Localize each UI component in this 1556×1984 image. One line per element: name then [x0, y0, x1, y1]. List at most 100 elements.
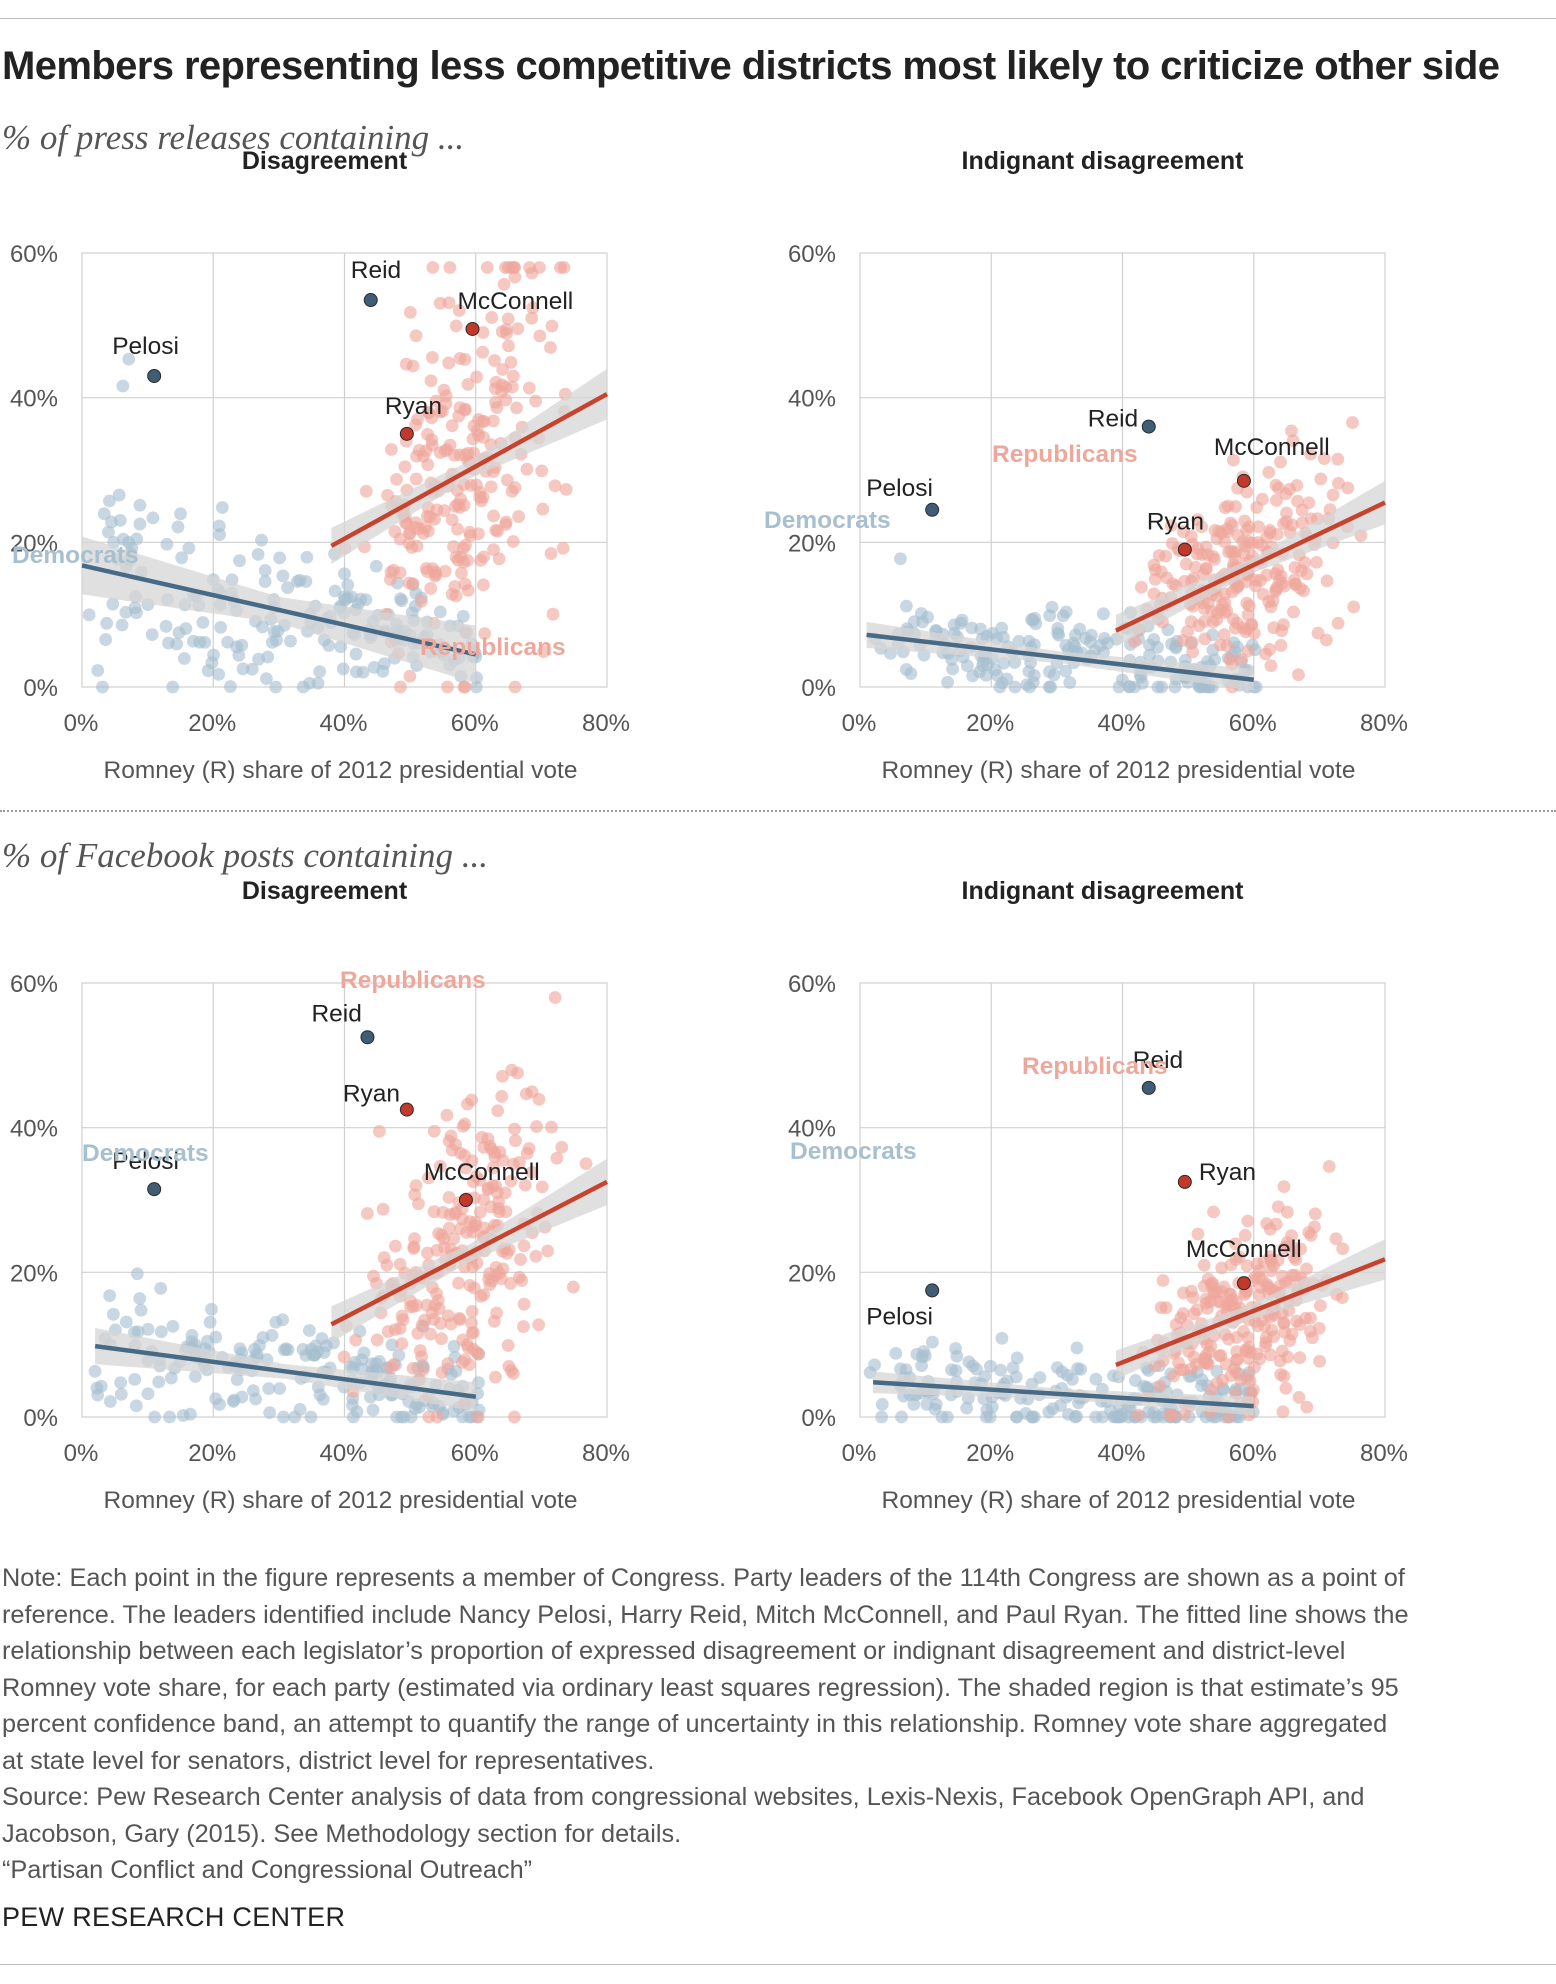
democrats-label: Democrats — [82, 1140, 209, 1167]
republican-point — [520, 462, 534, 476]
x-axis-label: Romney (R) share of 2012 presidential vo… — [882, 757, 1356, 784]
republican-point — [1270, 527, 1284, 541]
democrat-point — [186, 634, 200, 648]
section-divider — [0, 810, 1556, 812]
republican-point — [1288, 561, 1302, 574]
leader-point-ryan — [1177, 542, 1192, 557]
democrat-point — [214, 620, 228, 634]
democrat-point — [273, 1382, 287, 1395]
democrat-point — [103, 1395, 117, 1408]
republican-point — [486, 414, 500, 428]
democrat-point — [327, 1336, 340, 1350]
republican-point — [457, 541, 470, 555]
democrat-point — [170, 637, 184, 651]
democrat-point — [252, 652, 265, 666]
republican-confidence-band — [1115, 1239, 1385, 1380]
democrat-point — [112, 488, 126, 502]
democrat-point — [1074, 1362, 1088, 1376]
republican-point — [1224, 1258, 1238, 1272]
republican-point — [512, 510, 526, 523]
source-line: Source: Pew Research Center analysis of … — [2, 1783, 1365, 1811]
republican-point — [393, 1257, 407, 1271]
republican-point — [536, 502, 550, 516]
bottom-rule — [0, 1964, 1556, 1965]
republican-point — [1240, 1259, 1254, 1273]
republican-point — [1300, 1400, 1314, 1414]
republican-point — [396, 1313, 410, 1327]
republican-point — [1200, 1356, 1214, 1370]
democrat-point — [1147, 633, 1161, 646]
democrat-point — [115, 618, 129, 632]
democrat-point — [188, 1370, 202, 1383]
democrat-point — [994, 1363, 1008, 1377]
republican-point — [508, 1122, 521, 1136]
democrat-point — [1008, 680, 1022, 694]
leader-label-pelosi: Pelosi — [866, 1303, 933, 1330]
republican-point — [487, 543, 500, 557]
democrat-point — [328, 584, 342, 598]
republican-point — [1297, 584, 1311, 598]
republican-point — [1252, 1264, 1266, 1278]
republicans-label: Republicans — [1022, 1053, 1168, 1080]
republican-point — [1240, 596, 1254, 610]
democrat-point — [279, 1342, 293, 1356]
democrat-point — [145, 628, 159, 642]
democrat-point — [302, 1324, 316, 1337]
republican-point — [457, 680, 471, 694]
democrat-point — [1096, 607, 1110, 621]
democrat-point — [306, 1348, 320, 1362]
democrat-point — [1089, 1372, 1103, 1386]
democrat-point — [955, 613, 969, 627]
democrat-point — [965, 621, 979, 635]
republican-point — [1312, 1321, 1326, 1335]
republican-point — [1218, 596, 1232, 610]
democrat-point — [1045, 600, 1059, 614]
republican-point — [1292, 668, 1305, 682]
republican-point — [557, 261, 571, 274]
y-tick-label: 40% — [10, 386, 58, 413]
democrat-point — [215, 501, 229, 514]
democrat-point — [209, 1392, 223, 1406]
republican-point — [1159, 549, 1173, 563]
republican-point — [1221, 499, 1235, 513]
democrat-point — [366, 1403, 380, 1417]
republican-point — [1329, 1232, 1343, 1246]
leader-label-mcconnell: McConnell — [424, 1159, 540, 1186]
democrat-point — [926, 1335, 939, 1349]
panel-press-indignant: Indignant disagreement 0% 20% 40% 60% 0% 20% 40… — [764, 147, 1408, 784]
republican-point — [448, 580, 462, 593]
republican-point — [370, 1333, 384, 1347]
y-tick-label: 40% — [788, 1116, 836, 1143]
republican-point — [1286, 434, 1300, 448]
republican-point — [1191, 513, 1204, 527]
leader-point-mcconnell — [465, 321, 480, 336]
republican-point — [1217, 628, 1231, 642]
republican-point — [1264, 600, 1278, 614]
democrat-point — [1070, 1409, 1083, 1423]
democrat-point — [1210, 1364, 1224, 1378]
x-axis-label: Romney (R) share of 2012 presidential vo… — [104, 1487, 578, 1514]
democrat-point — [900, 599, 913, 613]
republican-point — [430, 1243, 444, 1257]
republican-point — [1281, 1350, 1295, 1364]
republican-point — [1184, 530, 1198, 543]
republican-point — [430, 1410, 444, 1424]
republican-point — [516, 1320, 530, 1333]
republican-point — [1239, 575, 1253, 589]
republican-point — [526, 301, 540, 315]
note-block: Note: Each point in the figure represent… — [2, 1560, 1552, 1889]
republican-point — [1177, 1408, 1191, 1421]
republican-point — [1264, 1253, 1278, 1267]
republican-point — [489, 1370, 502, 1384]
leader-point-pelosi — [147, 368, 162, 383]
republican-point — [456, 1356, 469, 1369]
democrat-point — [894, 552, 907, 566]
republican-point — [460, 1338, 474, 1351]
republican-point — [1277, 1180, 1291, 1193]
democrat-point — [462, 1410, 476, 1424]
democrat-point — [205, 656, 219, 670]
republican-point — [1326, 488, 1340, 502]
republican-point — [1249, 573, 1263, 587]
republican-point — [497, 277, 511, 291]
leader-point-mcconnell — [1236, 1276, 1251, 1291]
